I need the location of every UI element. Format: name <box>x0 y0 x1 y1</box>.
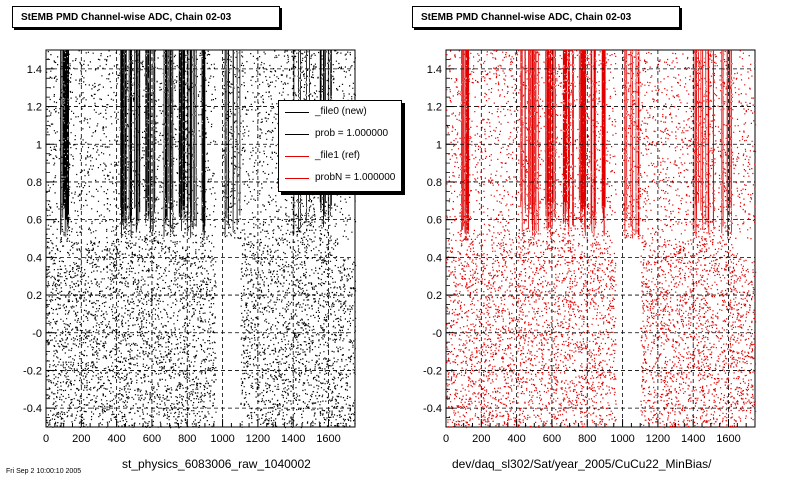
legend-line <box>285 134 309 135</box>
y-tick-label: 0.2 <box>427 290 442 302</box>
grid-lines <box>46 50 355 427</box>
plot-frame <box>445 49 756 428</box>
y-tick-label: 1.4 <box>27 64 42 76</box>
legend-entry-probn: probN = 1.000000 <box>279 167 401 189</box>
right-x-axis-title: dev/daq_sl302/Sat/year_2005/CuCu22_MinBi… <box>452 457 712 471</box>
y-tick-label: -0.2 <box>23 365 42 377</box>
y-tick-label: 0.6 <box>427 215 442 227</box>
plot-1: 0 200 400 600 800 1000 1200 1400 1600 -0.4 -0.2 -0 0… <box>423 49 757 445</box>
legend-line <box>285 156 309 157</box>
x-tick-label: 1200 <box>246 433 270 445</box>
y-tick-label: -0 <box>32 328 42 340</box>
x-tick-label: 1000 <box>210 433 234 445</box>
y-tick-label: -0.4 <box>23 403 42 415</box>
x-tick-label: 800 <box>178 433 196 445</box>
legend-label: probN = 1.000000 <box>315 172 396 183</box>
y-tick-label: 1.2 <box>427 102 442 114</box>
x-tick-label: 400 <box>507 433 525 445</box>
x-tick-label: 0 <box>43 433 49 445</box>
y-tick-label: 1 <box>436 139 442 151</box>
scatter-points <box>446 50 757 429</box>
x-tick-label: 1600 <box>716 433 740 445</box>
right-plot-title: StEMB PMD Channel-wise ADC, Chain 02-03 <box>412 6 680 28</box>
legend-entry-prob: prob = 1.000000 <box>279 123 401 145</box>
left-x-axis-title: st_physics_6083006_raw_1040002 <box>122 457 311 471</box>
y-tick-label: 1.2 <box>27 102 42 114</box>
legend-line <box>285 112 309 113</box>
x-tick-label: 600 <box>543 433 561 445</box>
y-tick-label: 0.8 <box>27 177 42 189</box>
legend: _file0 (new) prob = 1.000000 _file1 (ref… <box>278 100 402 192</box>
y-tick-label: 0.2 <box>27 290 42 302</box>
scatter-marks <box>446 50 757 429</box>
y-tick-label: -0.4 <box>423 403 442 415</box>
x-tick-label: 1400 <box>281 433 305 445</box>
legend-label: _file0 (new) <box>315 106 367 117</box>
x-tick-label: 800 <box>578 433 596 445</box>
y-tick-label: 0.4 <box>27 252 42 264</box>
x-tick-label: 200 <box>472 433 490 445</box>
y-tick-label: -0 <box>432 328 442 340</box>
x-tick-label: 1400 <box>681 433 705 445</box>
legend-line <box>285 178 309 179</box>
y-tick-label: 0.8 <box>427 177 442 189</box>
legend-entry-file0: _file0 (new) <box>279 101 401 123</box>
legend-entry-file1: _file1 (ref) <box>279 145 401 167</box>
y-tick-label: 1.4 <box>427 64 442 76</box>
x-tick-label: 1000 <box>610 433 634 445</box>
y-tick-label: -0.2 <box>423 365 442 377</box>
legend-label: prob = 1.000000 <box>315 128 389 139</box>
x-tick-label: 1600 <box>316 433 340 445</box>
x-tick-label: 0 <box>443 433 449 445</box>
y-tick-label: 1 <box>36 139 42 151</box>
y-tick-label: 0.6 <box>27 215 42 227</box>
grid-lines <box>446 50 755 427</box>
x-tick-label: 200 <box>72 433 90 445</box>
timestamp-note: Fri Sep 2 10:00:10 2005 <box>6 468 82 475</box>
x-tick-label: 400 <box>107 433 125 445</box>
x-tick-label: 600 <box>143 433 161 445</box>
left-plot-title: StEMB PMD Channel-wise ADC, Chain 02-03 <box>12 6 280 28</box>
y-tick-label: 0.4 <box>427 252 442 264</box>
x-tick-label: 1200 <box>646 433 670 445</box>
legend-label: _file1 (ref) <box>315 150 361 161</box>
